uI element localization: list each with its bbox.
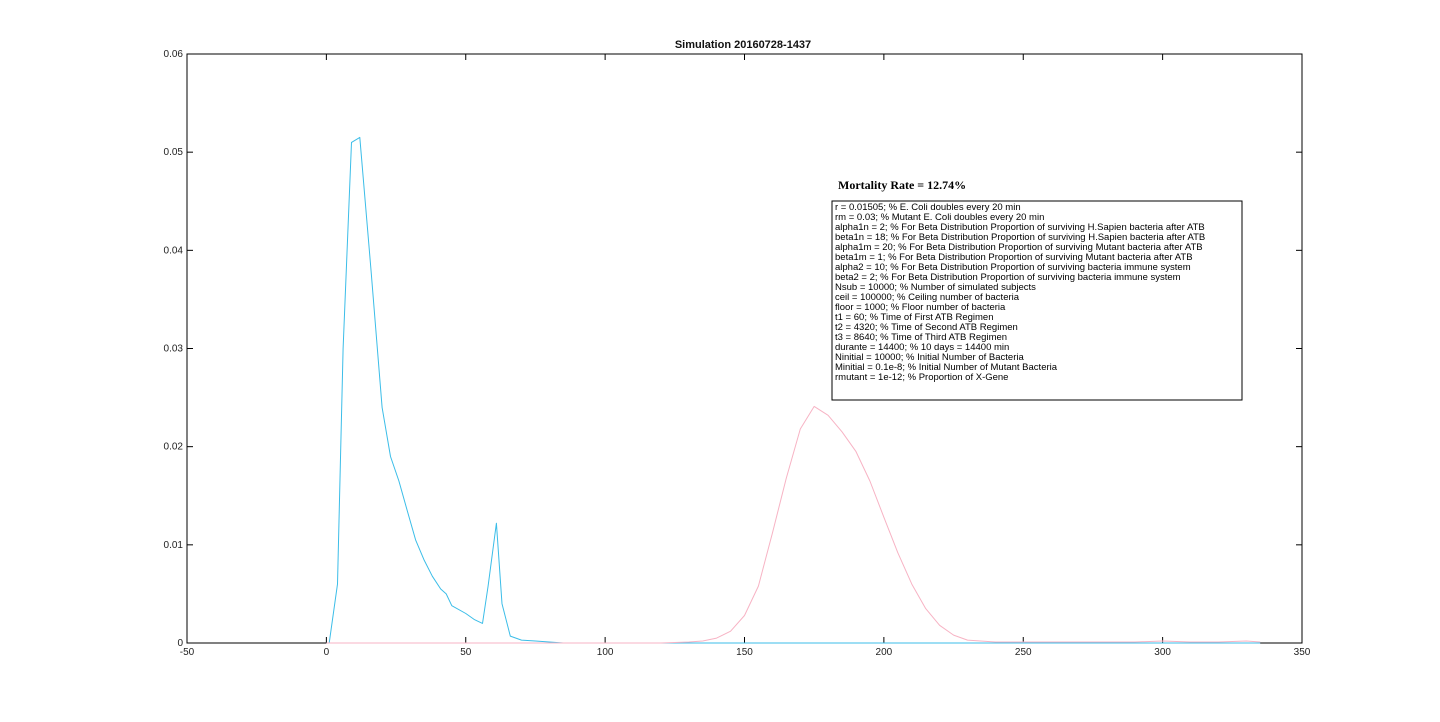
- parameter-line: beta1n = 18; % For Beta Distribution Pro…: [835, 232, 1205, 243]
- parameter-line: alpha1n = 2; % For Beta Distribution Pro…: [835, 222, 1205, 233]
- parameter-line: t2 = 4320; % Time of Second ATB Regimen: [835, 322, 1018, 333]
- parameter-line: rmutant = 1e-12; % Proportion of X-Gene: [835, 372, 1008, 383]
- mortality-rate-label: Mortality Rate = 12.74%: [838, 178, 966, 192]
- parameter-line: ceil = 100000; % Ceiling number of bacte…: [835, 292, 1020, 303]
- y-tick-label: 0.05: [164, 147, 184, 158]
- parameter-line: t1 = 60; % Time of First ATB Regimen: [835, 312, 993, 323]
- y-tick-label: 0.02: [164, 442, 184, 453]
- x-tick-label: 350: [1294, 647, 1311, 658]
- parameter-line: t3 = 8640; % Time of Third ATB Regimen: [835, 332, 1007, 343]
- parameter-line: alpha1m = 20; % For Beta Distribution Pr…: [835, 242, 1203, 253]
- parameter-line: floor = 1000; % Floor number of bacteria: [835, 302, 1006, 313]
- x-tick-label: -50: [180, 647, 195, 658]
- parameter-line: rm = 0.03; % Mutant E. Coli doubles ever…: [835, 212, 1044, 223]
- chart-title: Simulation 20160728-1437: [675, 39, 811, 51]
- parameter-line: Nsub = 10000; % Number of simulated subj…: [835, 282, 1036, 293]
- x-tick-label: 150: [736, 647, 753, 658]
- parameter-line: Ninitial = 10000; % Initial Number of Ba…: [835, 352, 1024, 363]
- parameters-box: [831, 200, 1243, 401]
- y-tick-label: 0.01: [164, 540, 184, 551]
- parameter-line: Minitial = 0.1e-8; % Initial Number of M…: [835, 362, 1058, 373]
- x-tick-label: 0: [324, 647, 330, 658]
- x-tick-label: 300: [1154, 647, 1171, 658]
- parameter-line: beta1m = 1; % For Beta Distribution Prop…: [835, 252, 1193, 263]
- x-tick-label: 50: [460, 647, 472, 658]
- x-tick-label: 200: [876, 647, 893, 658]
- y-tick-label: 0.03: [164, 344, 184, 355]
- parameter-line: beta2 = 2; % For Beta Distribution Propo…: [835, 272, 1181, 283]
- y-tick-label: 0.04: [164, 245, 184, 256]
- series-lines: [326, 136, 1261, 644]
- parameter-line: r = 0.01505; % E. Coli doubles every 20 …: [835, 202, 1021, 213]
- parameter-line: durante = 14400; % 10 days = 14400 min: [835, 342, 1009, 353]
- y-tick-label: 0.06: [164, 49, 184, 60]
- axis-tick-labels: -50 0 50 100 150 200 250 300 35000.010.020.030.0…: [164, 49, 1311, 658]
- parameter-line: alpha2 = 10; % For Beta Distribution Pro…: [835, 262, 1191, 273]
- parameters-text: r = 0.01505; % E. Coli doubles every 20 …: [835, 202, 1205, 383]
- y-tick-label: 0: [177, 638, 183, 649]
- x-tick-label: 100: [597, 647, 614, 658]
- series-line-2: [326, 405, 1261, 644]
- axis-ticks: [186, 53, 1303, 644]
- x-tick-label: 250: [1015, 647, 1032, 658]
